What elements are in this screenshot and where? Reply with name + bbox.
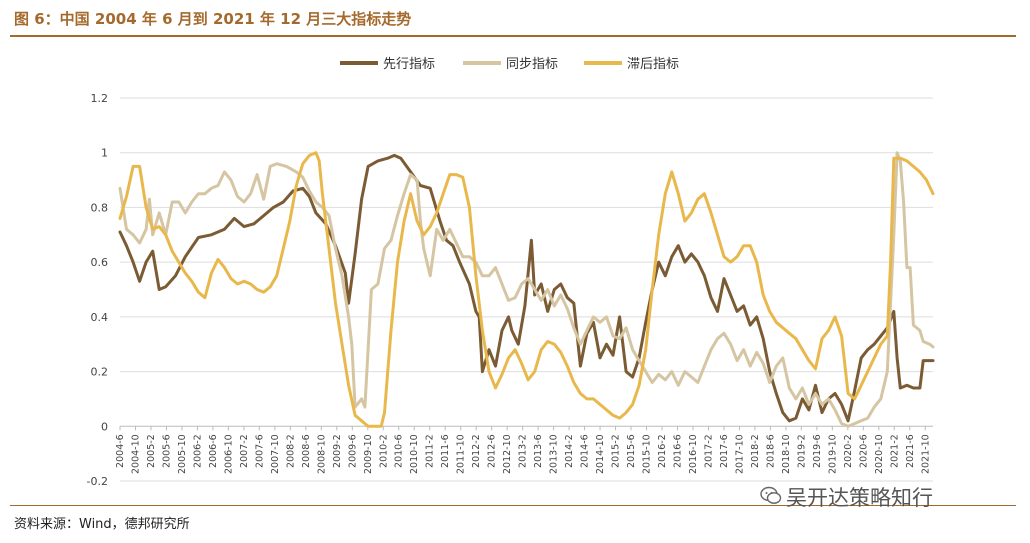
x-tick-label: 2005-6 xyxy=(161,434,172,468)
x-tick-label: 2009-10 xyxy=(363,434,374,474)
x-tick-label: 2017-10 xyxy=(734,434,745,474)
x-tick-label: 2018-6 xyxy=(765,434,776,468)
x-tick-label: 2014-6 xyxy=(580,434,591,468)
y-tick-label: 1 xyxy=(101,147,108,160)
x-tick-label: 2013-2 xyxy=(518,434,529,468)
x-tick-label: 2013-10 xyxy=(549,434,560,474)
x-tick-label: 2015-6 xyxy=(626,434,637,468)
legend-label: 滞后指标 xyxy=(627,57,679,72)
x-tick-label: 2006-10 xyxy=(223,434,234,474)
watermark: 吴开达策略知行 xyxy=(786,486,933,510)
x-tick-label: 2014-2 xyxy=(564,434,575,468)
y-axis: -0.2 0 0.2 0.4 0.6 0.8 1 1.2 xyxy=(87,92,108,488)
x-tick-label: 2010-10 xyxy=(409,434,420,474)
x-tick-label: 2005-2 xyxy=(146,434,157,468)
x-tick-label: 2011-2 xyxy=(425,434,436,468)
x-tick-label: 2021-6 xyxy=(905,434,916,468)
x-tick-label: 2011-10 xyxy=(456,434,467,474)
x-tick-label: 2015-2 xyxy=(611,434,622,468)
title-divider xyxy=(10,35,1016,37)
x-tick-label: 2010-2 xyxy=(378,434,389,468)
x-tick-label: 2015-10 xyxy=(642,434,653,474)
x-tick-label: 2007-6 xyxy=(254,434,265,468)
x-tick-label: 2021-10 xyxy=(920,434,931,474)
y-tick-label: 0.4 xyxy=(91,311,109,324)
x-tick-label: 2014-10 xyxy=(595,434,606,474)
legend: 先行指标 同步指标 滞后指标 xyxy=(340,57,679,72)
x-tick-label: 2019-2 xyxy=(796,434,807,468)
x-tick-label: 2009-2 xyxy=(332,434,343,468)
x-tick-label: 2020-6 xyxy=(858,434,869,468)
x-tick-label: 2021-2 xyxy=(889,434,900,468)
source-note: 资料来源：Wind，德邦研究所 xyxy=(14,517,190,532)
x-tick-label: 2019-10 xyxy=(827,434,838,474)
x-tick-label: 2004-10 xyxy=(130,434,141,474)
y-tick-label: 0.6 xyxy=(91,256,109,269)
x-tick-label: 2007-10 xyxy=(270,434,281,474)
x-tick-label: 2008-10 xyxy=(316,434,327,474)
x-tick-label: 2018-10 xyxy=(781,434,792,474)
chart-title: 图 6：中国 2004 年 6 月到 2021 年 12 月三大指标走势 xyxy=(14,10,412,28)
x-tick-label: 2012-2 xyxy=(471,434,482,468)
x-tick-label: 2017-6 xyxy=(719,434,730,468)
x-tick-label: 2016-6 xyxy=(672,434,683,468)
x-tick-label: 2004-6 xyxy=(115,434,126,468)
y-tick-label: 0 xyxy=(101,420,108,433)
chart: 先行指标 同步指标 滞后指标 -0.2 0 0.2 0.4 0.6 0.8 1 1.2 2004-… xyxy=(87,57,935,488)
y-tick-label: -0.2 xyxy=(87,475,108,488)
x-tick-label: 2018-2 xyxy=(750,434,761,468)
legend-label: 先行指标 xyxy=(383,57,435,72)
x-tick-label: 2010-6 xyxy=(394,434,405,468)
gridlines xyxy=(120,97,933,482)
x-tick-label: 2009-6 xyxy=(347,434,358,468)
x-tick-label: 2007-2 xyxy=(239,434,250,468)
x-axis: 2004-6 2004-10 2005-2 2005-6 2005-10 2006-2 20… xyxy=(115,425,933,474)
series-lines xyxy=(118,151,935,428)
y-tick-label: 0.8 xyxy=(91,201,109,214)
x-tick-label: 2012-10 xyxy=(502,434,513,474)
x-tick-label: 2012-6 xyxy=(487,434,498,468)
y-tick-label: 1.2 xyxy=(91,92,109,105)
x-tick-label: 2017-2 xyxy=(703,434,714,468)
x-tick-label: 2016-2 xyxy=(657,434,668,468)
series-line-2 xyxy=(118,151,935,428)
y-tick-label: 0.2 xyxy=(91,366,109,379)
x-tick-label: 2011-6 xyxy=(440,434,451,468)
series-line-3 xyxy=(118,151,935,428)
series-line-1 xyxy=(118,153,935,423)
x-tick-label: 2006-2 xyxy=(192,434,203,468)
x-tick-label: 2005-10 xyxy=(177,434,188,474)
x-tick-label: 2013-6 xyxy=(533,434,544,468)
footer-divider xyxy=(10,505,1016,506)
x-tick-label: 2016-10 xyxy=(688,434,699,474)
x-tick-label: 2020-2 xyxy=(843,434,854,468)
legend-label: 同步指标 xyxy=(506,57,558,72)
x-tick-label: 2020-10 xyxy=(874,434,885,474)
x-tick-label: 2008-6 xyxy=(301,434,312,468)
wechat-icon xyxy=(760,486,782,504)
x-tick-label: 2008-2 xyxy=(285,434,296,468)
x-tick-label: 2006-6 xyxy=(208,434,219,468)
x-tick-label: 2019-6 xyxy=(812,434,823,468)
